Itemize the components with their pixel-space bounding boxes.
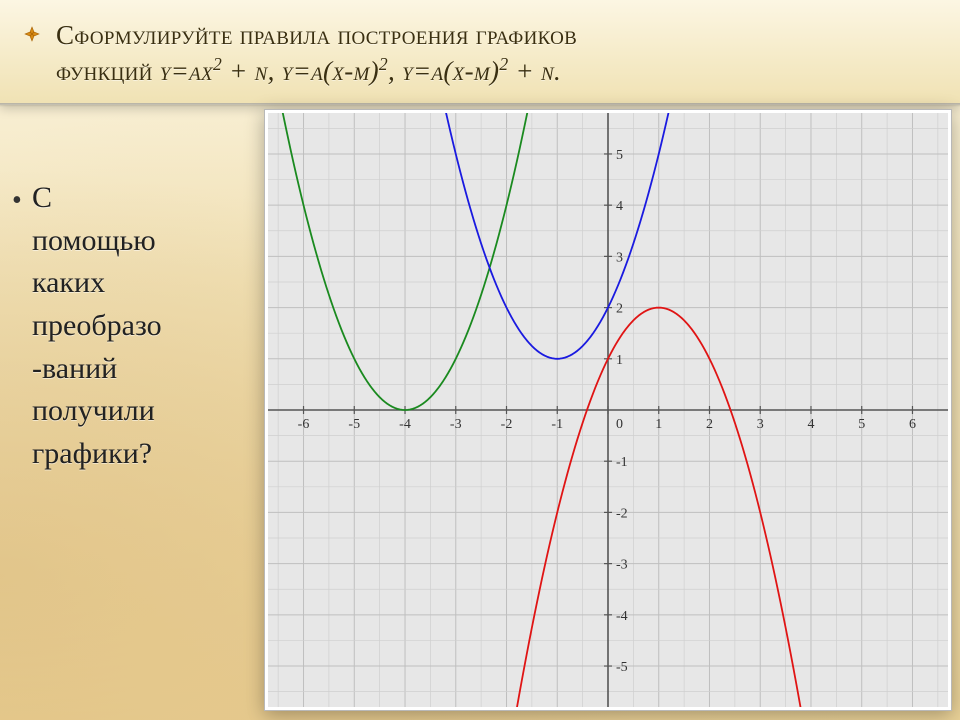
svg-text:5: 5 xyxy=(858,417,865,432)
svg-text:-5: -5 xyxy=(348,417,360,432)
bullet-icon: • xyxy=(12,185,22,217)
svg-text:-4: -4 xyxy=(616,609,628,624)
side-question-text: Спомощьюкакихпреобразо-ванийполучилиграф… xyxy=(32,177,252,475)
star-bullet-icon xyxy=(22,24,42,44)
title-text: Сформулируйте правила построения графико… xyxy=(56,18,930,89)
title-line2-prefix: функций xyxy=(56,56,160,86)
content-area: • Спомощьюкакихпреобразо-ванийполучилигр… xyxy=(0,105,960,719)
svg-text:3: 3 xyxy=(616,251,623,266)
title-line1: Сформулируйте правила построения графико… xyxy=(56,20,577,50)
svg-text:4: 4 xyxy=(807,417,814,432)
svg-text:2: 2 xyxy=(616,302,623,317)
parabola-chart: -6 -5 -4 -3 -2 -1 0 1 2 3 4 5 6 -5 -4 -3 -2 -1 1 2 3 4 5 xyxy=(268,113,948,707)
svg-text:-2: -2 xyxy=(616,507,628,522)
svg-text:-6: -6 xyxy=(298,417,310,432)
svg-text:3: 3 xyxy=(757,417,764,432)
svg-text:2: 2 xyxy=(706,417,713,432)
chart-frame: -6 -5 -4 -3 -2 -1 0 1 2 3 4 5 6 -5 -4 -3 -2 -1 1 2 3 4 5 xyxy=(264,109,952,711)
svg-text:-3: -3 xyxy=(616,558,628,573)
svg-text:6: 6 xyxy=(909,417,916,432)
svg-text:-1: -1 xyxy=(616,455,628,470)
svg-text:-5: -5 xyxy=(616,660,628,675)
svg-text:5: 5 xyxy=(616,148,623,163)
chart-area: -6 -5 -4 -3 -2 -1 0 1 2 3 4 5 6 -5 -4 -3 -2 -1 1 2 3 4 5 xyxy=(268,113,948,707)
svg-text:1: 1 xyxy=(616,353,623,368)
chart-container: -6 -5 -4 -3 -2 -1 0 1 2 3 4 5 6 -5 -4 -3 -2 -1 1 2 3 4 5 xyxy=(264,105,960,719)
title-block: Сформулируйте правила построения графико… xyxy=(0,0,960,105)
svg-text:-3: -3 xyxy=(450,417,462,432)
side-text-block: • Спомощьюкакихпреобразо-ванийполучилигр… xyxy=(0,105,264,719)
svg-text:-4: -4 xyxy=(399,417,411,432)
svg-text:-1: -1 xyxy=(551,417,563,432)
svg-text:-2: -2 xyxy=(501,417,513,432)
svg-text:0: 0 xyxy=(616,417,623,432)
svg-text:1: 1 xyxy=(655,417,662,432)
title-formulas: y=ax2 + n, y=a(x-m)2, y=a(x-m)2 + n. xyxy=(160,56,561,86)
svg-text:4: 4 xyxy=(616,199,623,214)
